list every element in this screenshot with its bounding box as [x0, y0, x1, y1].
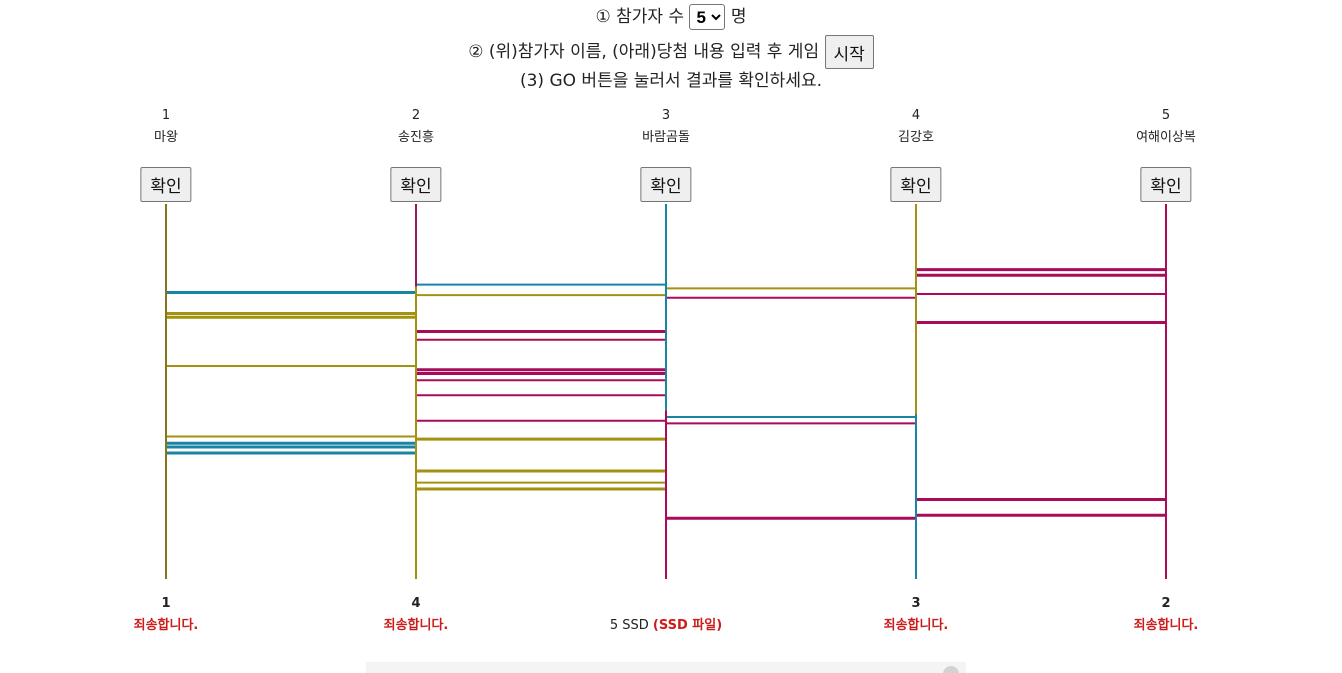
- participant-name: 바람곰돌: [642, 130, 690, 145]
- check-button-3[interactable]: 확인: [640, 167, 692, 202]
- ladder-rungs: [166, 268, 1166, 520]
- instruction-step2: ② (위)참가자 이름, (아래)당첨 내용 입력 후 게임 시작: [0, 35, 1342, 69]
- result-number: 1: [161, 596, 171, 611]
- step1-prefix: ① 참가자 수: [595, 7, 685, 27]
- result-text: 죄송합니다.: [1133, 618, 1199, 633]
- step1-suffix: 명: [730, 7, 747, 27]
- bottom-scroll-area[interactable]: [366, 662, 966, 673]
- start-button[interactable]: 시작: [824, 35, 874, 69]
- prize-text: 5 SSD: [609, 618, 649, 633]
- participant-name: 마왕: [154, 130, 178, 145]
- participant-number: 3: [661, 108, 671, 123]
- result-number: 2: [1161, 596, 1171, 611]
- ladder-verticals: [165, 204, 1167, 579]
- participant-number: 1: [161, 108, 171, 123]
- result-text: 죄송합니다.: [883, 618, 949, 633]
- instruction-step3: (3) GO 버튼을 눌러서 결과를 확인하세요.: [519, 71, 823, 91]
- prize-detail: (SSD 파일): [652, 618, 723, 633]
- result-prize: 5 SSD (SSD 파일): [566, 617, 766, 634]
- step2-text: ② (위)참가자 이름, (아래)당첨 내용 입력 후 게임: [468, 42, 820, 62]
- check-button-2[interactable]: 확인: [390, 167, 442, 202]
- result-number: 3: [911, 596, 921, 611]
- scroll-knob[interactable]: [943, 666, 959, 673]
- participant-number: 4: [911, 108, 921, 123]
- instruction-step1: ① 참가자 수 5 명: [0, 4, 1342, 30]
- result-text: 죄송합니다.: [383, 618, 449, 633]
- participant-number: 2: [411, 108, 421, 123]
- result-text: 죄송합니다.: [133, 618, 199, 633]
- participant-number: 5: [1161, 108, 1171, 123]
- participant-name: 여해이상복: [1136, 130, 1196, 145]
- participant-count-select[interactable]: 5: [689, 4, 726, 30]
- participant-name: 송진흥: [398, 130, 434, 145]
- check-button-4[interactable]: 확인: [890, 167, 942, 202]
- result-number: 4: [411, 596, 421, 611]
- check-button-5[interactable]: 확인: [1140, 167, 1192, 202]
- check-button-1[interactable]: 확인: [140, 167, 192, 202]
- participant-name: 김강호: [898, 130, 934, 145]
